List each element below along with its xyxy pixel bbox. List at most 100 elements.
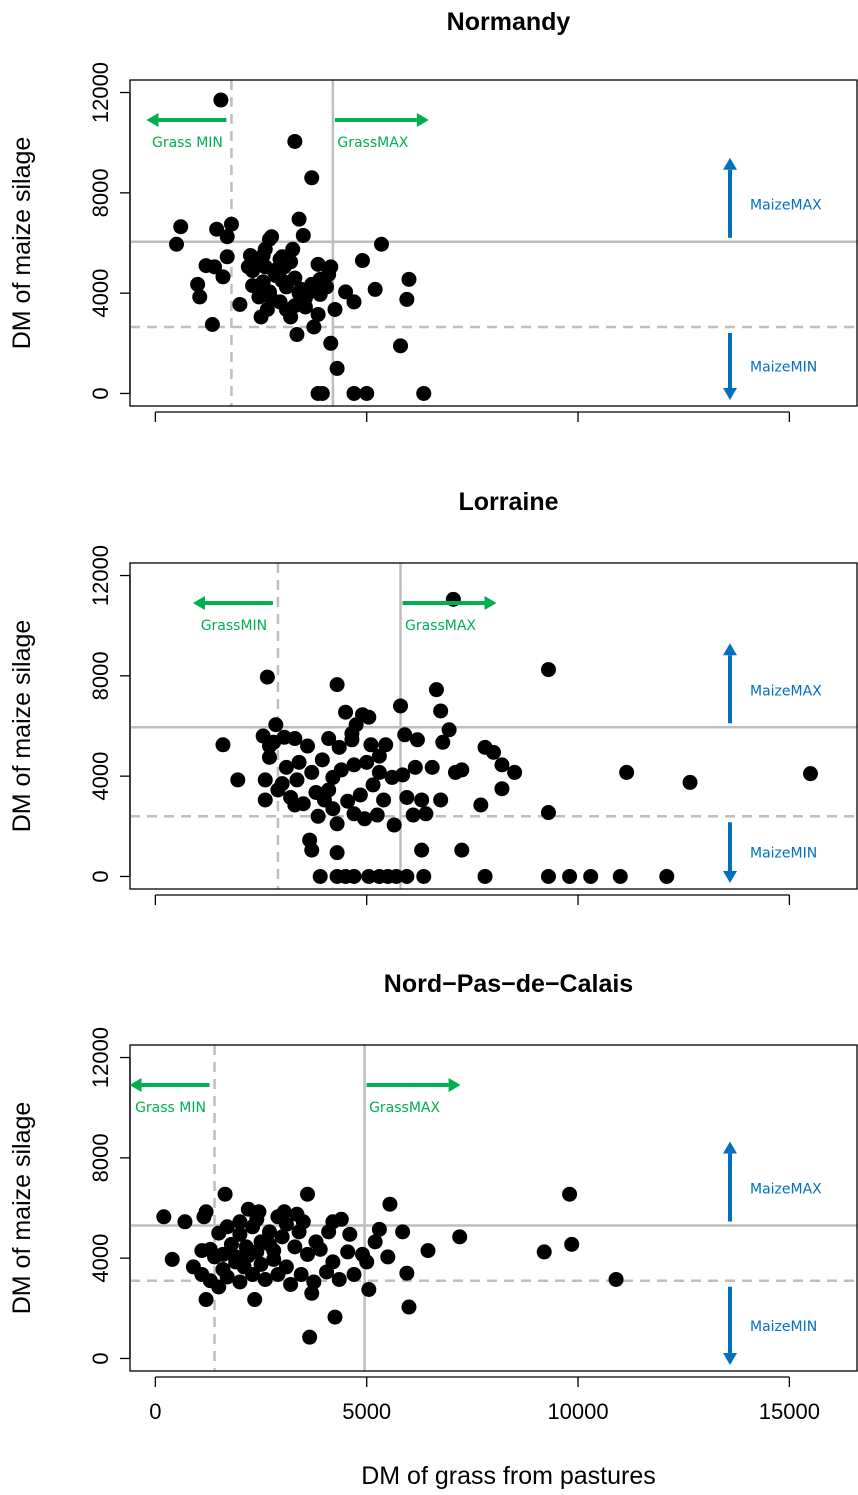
data-point: [287, 298, 303, 314]
data-point: [329, 360, 345, 376]
data-point: [232, 1214, 248, 1230]
grass-min-arrow-head: [192, 596, 205, 610]
data-point: [306, 319, 322, 335]
panel-1: Normandy DM of maize silage 0 4000 8000 12000…: [8, 8, 858, 422]
data-point: [304, 764, 320, 780]
data-point: [340, 1244, 356, 1260]
data-point: [293, 1266, 309, 1282]
data-point: [304, 842, 320, 858]
data-point: [304, 170, 320, 186]
data-point: [352, 787, 368, 803]
data-point: [194, 1243, 210, 1259]
data-point: [424, 759, 440, 775]
data-point: [283, 254, 299, 270]
data-point: [285, 241, 301, 257]
data-point: [367, 1234, 383, 1250]
data-point: [249, 1211, 265, 1227]
data-point: [399, 868, 415, 884]
data-point: [342, 1226, 358, 1242]
data-point: [454, 762, 470, 778]
data-point: [433, 792, 449, 808]
data-point: [407, 759, 423, 775]
data-point: [240, 259, 256, 275]
data-point: [310, 808, 326, 824]
data-point: [562, 868, 578, 884]
data-point: [321, 731, 337, 747]
data-point: [612, 868, 628, 884]
data-point: [386, 817, 402, 833]
data-point: [268, 717, 284, 733]
data-point: [168, 236, 184, 252]
data-point: [338, 704, 354, 720]
data-point: [261, 749, 277, 765]
data-point: [395, 1224, 411, 1240]
plot-area: [130, 80, 857, 406]
maize-max-label: MaizeMAX: [750, 198, 822, 214]
data-point: [228, 1254, 244, 1270]
data-point: [494, 757, 510, 773]
data-point: [682, 774, 698, 790]
data-point: [213, 92, 229, 108]
data-point: [371, 764, 387, 780]
data-point: [346, 1266, 362, 1282]
y-tick-label: 8000: [88, 651, 113, 700]
data-point: [300, 738, 316, 754]
y-axis-label: DM of maize silage: [8, 620, 36, 833]
grass-min-label: Grass MIN: [135, 1100, 206, 1116]
data-point: [433, 703, 449, 719]
data-point: [346, 385, 362, 401]
data-point: [359, 385, 375, 401]
data-point: [452, 1229, 468, 1245]
data-point: [441, 722, 457, 738]
data-point: [540, 662, 556, 678]
data-point: [215, 737, 231, 753]
data-point: [291, 285, 307, 301]
grass-min-arrow-head: [129, 1078, 142, 1092]
data-point: [338, 284, 354, 300]
maize-max-label: MaizeMAX: [750, 683, 822, 699]
panel-2: Lorraine DM of maize silage 0 4000 8000 12000…: [8, 488, 858, 905]
x-tick-label: 10000: [547, 1399, 608, 1424]
data-point: [323, 335, 339, 351]
data-point: [477, 868, 493, 884]
x-tick-label: 5000: [342, 1399, 391, 1424]
data-point: [257, 772, 273, 788]
y-tick-label: 4000: [88, 269, 113, 318]
grass-min-label: Grass MIN: [152, 135, 223, 151]
data-point: [428, 682, 444, 698]
data-point: [401, 1299, 417, 1315]
data-point: [232, 1226, 248, 1242]
data-point: [619, 764, 635, 780]
y-axis-label: DM of maize silage: [8, 137, 36, 350]
data-point: [257, 792, 273, 808]
data-point: [361, 868, 377, 884]
panel-title: Normandy: [447, 8, 571, 36]
data-point: [327, 301, 343, 317]
data-point: [420, 1243, 436, 1259]
data-point: [397, 727, 413, 743]
data-point: [373, 236, 389, 252]
data-point: [198, 1292, 214, 1308]
data-point: [416, 385, 432, 401]
data-point: [257, 241, 273, 257]
data-point: [266, 1243, 282, 1259]
y-tick-label: 0: [88, 387, 113, 399]
data-point: [209, 221, 225, 237]
data-point: [376, 792, 392, 808]
data-point: [289, 327, 305, 343]
data-point: [156, 1209, 172, 1225]
data-point: [302, 1329, 318, 1345]
data-point: [371, 1221, 387, 1237]
maize-min-label: MaizeMIN: [750, 1319, 817, 1335]
data-point: [564, 1236, 580, 1252]
data-point: [261, 1224, 277, 1240]
data-point: [414, 842, 430, 858]
plot-frame: [129, 79, 858, 407]
y-tick-label: 12000: [88, 62, 113, 123]
data-point: [321, 266, 337, 282]
data-point: [310, 256, 326, 272]
data-point: [173, 219, 189, 235]
data-point: [207, 1249, 223, 1265]
data-point: [435, 734, 451, 750]
data-point: [354, 253, 370, 269]
